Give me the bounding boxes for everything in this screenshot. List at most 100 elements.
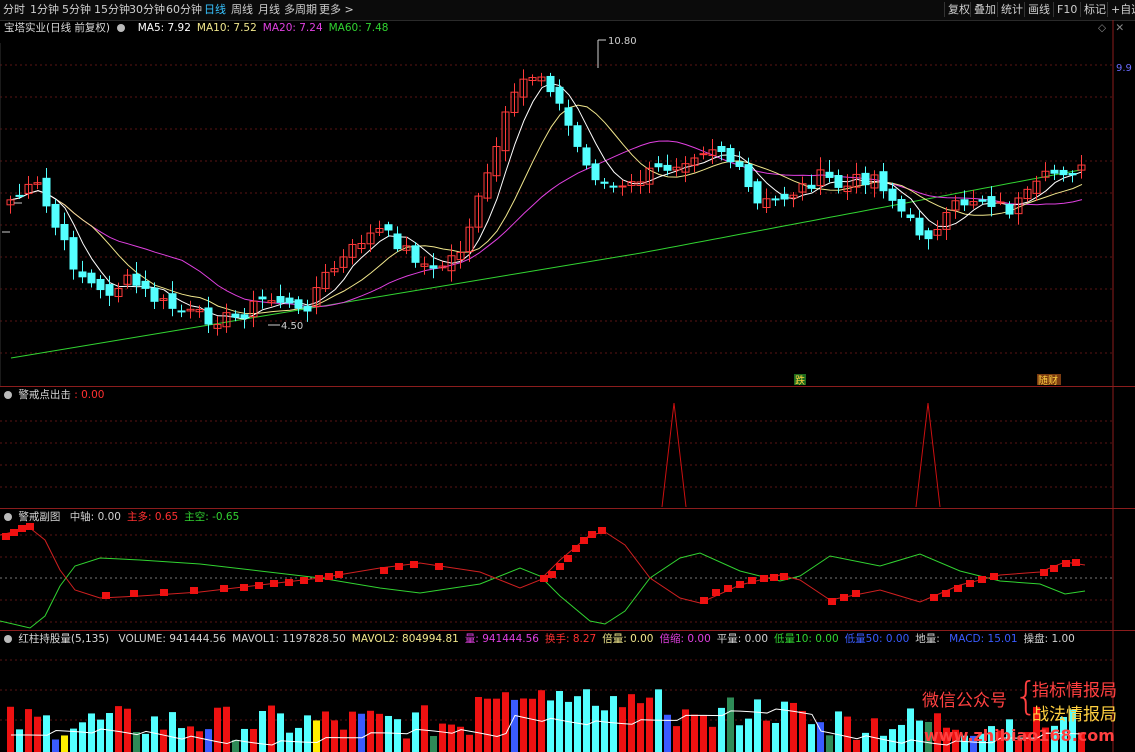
candle-body xyxy=(51,203,60,228)
indicator-settings-icon[interactable] xyxy=(117,24,126,32)
volume-bar xyxy=(79,722,86,752)
volume-bar xyxy=(1024,732,1031,752)
toolbar-button-4[interactable]: F10 xyxy=(1053,2,1080,17)
volume-bar xyxy=(637,703,644,752)
period-tab-10[interactable]: 更多 > xyxy=(319,3,354,16)
panel4-label-0: VOLUME: 941444.56 xyxy=(118,633,227,645)
bull-block xyxy=(130,590,138,597)
bull-block xyxy=(712,589,720,596)
bull-block xyxy=(736,581,744,588)
panel3-settings-icon[interactable] xyxy=(4,513,12,521)
panel2-settings-icon[interactable] xyxy=(4,391,12,399)
volume-bar xyxy=(421,705,428,752)
volume-bar xyxy=(844,716,851,752)
volume-bar xyxy=(286,732,293,752)
bull-block xyxy=(285,579,293,586)
bull-block xyxy=(220,585,228,592)
bull-block xyxy=(930,594,938,601)
volume-bar xyxy=(862,732,869,752)
volume-bar xyxy=(520,698,527,752)
volume-bar xyxy=(340,729,347,752)
panel-close-icons[interactable]: ◇ ✕ xyxy=(1098,22,1124,35)
period-tab-1[interactable]: 1分钟 xyxy=(30,3,59,16)
bull-block xyxy=(780,573,788,580)
toolbar-button-2[interactable]: 统计 xyxy=(997,2,1026,17)
ma-label-2: MA20: 7.24 xyxy=(262,22,323,34)
candle-body xyxy=(294,299,303,309)
candle-body xyxy=(447,255,456,272)
volume-bar xyxy=(25,709,32,752)
watermark-brace: { xyxy=(1014,674,1039,718)
toolbar-button-1[interactable]: 叠加 xyxy=(970,2,999,17)
volume-bar xyxy=(1069,709,1076,752)
period-tab-8[interactable]: 月线 xyxy=(258,3,280,16)
watermark-right2: 战法情报局 xyxy=(1032,705,1117,725)
volume-bar xyxy=(763,720,770,752)
volume-bar xyxy=(223,706,230,752)
candle-body xyxy=(654,163,663,168)
toolbar-button-0[interactable]: 复权 xyxy=(944,2,973,17)
candle-body xyxy=(843,185,852,192)
ma10-line xyxy=(10,104,1083,315)
bull-block xyxy=(966,580,974,587)
period-tab-5[interactable]: 60分钟 xyxy=(166,3,202,16)
volume-bar xyxy=(106,713,113,752)
candle-body xyxy=(888,188,897,201)
candle-body xyxy=(870,174,879,189)
period-tab-2[interactable]: 5分钟 xyxy=(62,3,91,16)
period-tab-0[interactable]: 分时 xyxy=(3,3,25,16)
toolbar-button-5[interactable]: 标记 xyxy=(1080,2,1109,17)
candle-body xyxy=(105,284,114,296)
bull-block xyxy=(18,525,26,532)
restore-icon[interactable]: ◇ xyxy=(1098,22,1107,34)
bull-block xyxy=(556,563,564,570)
marker-caifu: 随财 xyxy=(1038,374,1058,387)
candle-body xyxy=(591,163,600,181)
bull-block xyxy=(190,587,198,594)
candle-body xyxy=(717,146,726,153)
panel4-label-2: MAVOL2: 804994.81 xyxy=(351,633,459,645)
volume-bar xyxy=(1015,739,1022,752)
volume-bar xyxy=(484,698,491,752)
volume-bar xyxy=(178,728,185,752)
volume-bar xyxy=(907,708,914,752)
toolbar-button-6[interactable]: +自选 xyxy=(1107,2,1135,17)
toolbar-button-3[interactable]: 画线 xyxy=(1024,2,1053,17)
panel2-value: : 0.00 xyxy=(74,389,105,401)
candle-body xyxy=(42,177,51,207)
period-tab-3[interactable]: 15分钟 xyxy=(94,3,130,16)
panel4-label-6: 倍缩: 0.00 xyxy=(659,633,711,645)
bull-block xyxy=(828,598,836,605)
candle-body xyxy=(483,172,492,199)
bull-block xyxy=(300,577,308,584)
candle-body xyxy=(771,198,780,201)
candle-body xyxy=(321,271,330,290)
volume-bar xyxy=(385,715,392,752)
candle-body xyxy=(681,163,690,173)
panel4-settings-icon[interactable] xyxy=(4,635,12,643)
volume-bar xyxy=(691,714,698,752)
volume-bar xyxy=(673,726,680,752)
period-tab-6[interactable]: 日线 xyxy=(204,3,226,16)
candle-body xyxy=(186,308,195,312)
volume-bar xyxy=(430,735,437,752)
volume-bar xyxy=(502,692,509,752)
volume-bar xyxy=(610,696,617,752)
close-icon[interactable]: ✕ xyxy=(1115,22,1125,34)
volume-bar xyxy=(448,724,455,752)
candle-body xyxy=(690,157,699,166)
panel4-labels: VOLUME: 941444.56 MAVOL1: 1197828.50 MAVOL… xyxy=(112,633,1074,645)
period-tab-7[interactable]: 周线 xyxy=(231,3,253,16)
candle-body xyxy=(420,263,429,267)
volume-bar xyxy=(961,735,968,752)
candle-body xyxy=(672,166,681,171)
panel4-label-9: 低量50: 0.00 xyxy=(844,633,910,645)
panel4-label-8: 低量10: 0.00 xyxy=(774,633,839,645)
period-tab-9[interactable]: 多周期 xyxy=(284,3,317,16)
period-tab-4[interactable]: 30分钟 xyxy=(129,3,165,16)
bull-block xyxy=(852,590,860,597)
volume-bar xyxy=(556,690,563,752)
ma-label-3: MA60: 7.48 xyxy=(328,22,389,34)
volume-bar xyxy=(115,706,122,752)
